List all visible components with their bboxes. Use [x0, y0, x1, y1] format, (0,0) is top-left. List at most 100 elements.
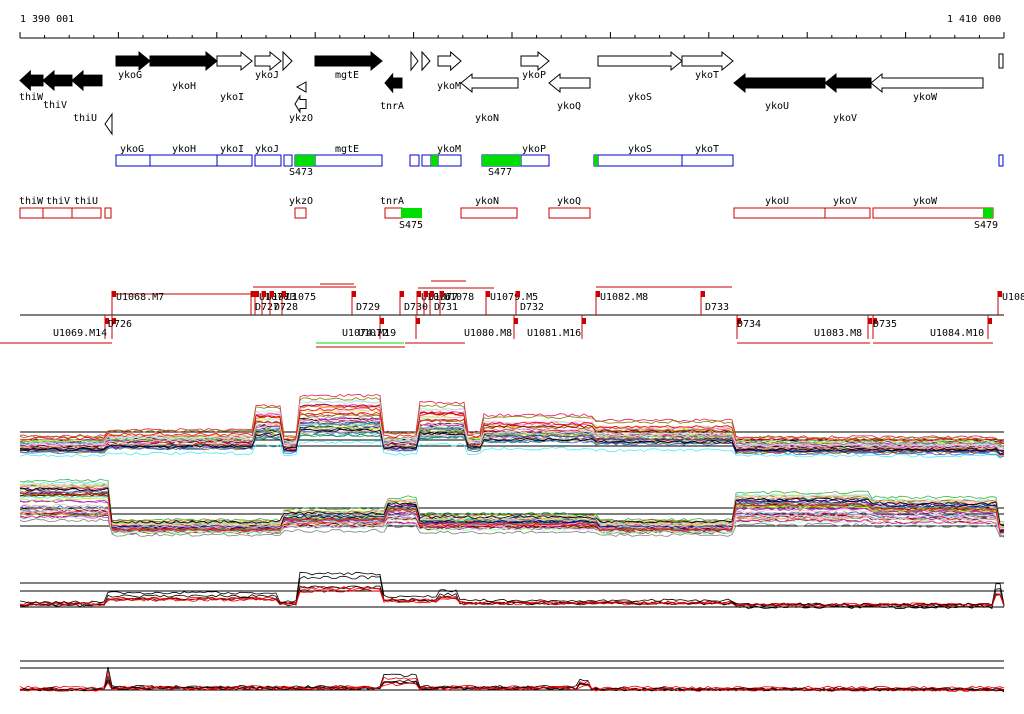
segment-flag-U1069.M14: [105, 318, 109, 324]
gene-arrow-thiU: [71, 69, 103, 92]
segment-label-D730: D730: [404, 302, 428, 313]
segment-flag-D735: [873, 318, 877, 324]
gene-label-ykoI: ykoI: [220, 92, 244, 103]
segment-label-U1080.M8: U1080.M8: [464, 328, 512, 339]
expression-series-line: [19, 681, 1005, 692]
gene-label-ykoP: ykoP: [522, 70, 546, 81]
expression-series-line: [19, 670, 1005, 692]
expression-tracks: [19, 393, 1005, 693]
highlight-region-S475: [401, 208, 422, 218]
minor-feature-arrow: [410, 50, 419, 72]
segment-flag-U108: [998, 291, 1002, 297]
segment-flag-D728: [270, 291, 274, 297]
expression-series-line: [19, 400, 1005, 453]
segment-flag-U1076: [417, 291, 421, 297]
segment-label-U1068.M7: U1068.M7: [116, 292, 164, 303]
forward-block-label-ykoJ: ykoJ: [255, 144, 279, 155]
reverse-block-ykoU: [733, 207, 826, 219]
forward-block-ykoJ: [254, 154, 282, 167]
minor-feature-arrow: [282, 50, 293, 72]
segment-flag-U1074.M19: [416, 318, 420, 324]
gene-label-ykzO: ykzO: [289, 113, 313, 124]
gene-arrow-ykzO: [294, 94, 307, 114]
gene-label-ykoH: ykoH: [172, 81, 196, 92]
gene-arrow-ykoU: [733, 72, 826, 94]
expression-series-line: [19, 440, 1005, 459]
expression-track-2: [19, 478, 1005, 538]
forward-block-label-ykoP: ykoP: [522, 144, 546, 155]
segment-flag-D732: [516, 291, 520, 297]
gene-label-ykoQ: ykoQ: [557, 101, 581, 112]
minor-feature-arrow: [104, 112, 113, 136]
segment-label-D733: D733: [705, 302, 729, 313]
segment-flag-U1075: [282, 291, 286, 297]
summary-track-2: [19, 660, 1005, 693]
forward-block-mgtE: [314, 154, 383, 167]
highlight-label-S479: S479: [974, 220, 998, 231]
segment-label-U1083.M8: U1083.M8: [814, 328, 862, 339]
highlight-region-minor: [594, 155, 598, 166]
segment-flag-U1081.M16: [582, 318, 586, 324]
gene-arrow-ykoP: [520, 50, 550, 72]
reverse-block-label-ykzO: ykzO: [289, 196, 313, 207]
forward-block-minor: [283, 154, 293, 167]
highlight-label-S477: S477: [488, 167, 512, 178]
forward-block-label-ykoI: ykoI: [220, 144, 244, 155]
segment-label-U1076: U1076: [421, 292, 451, 303]
gene-arrow-ykoM: [437, 50, 462, 72]
reverse-block-label-tnrA: tnrA: [380, 196, 404, 207]
gene-label-ykoG: ykoG: [118, 70, 142, 81]
ruler-end-label: 1 410 000: [947, 14, 1001, 25]
forward-block-ykoT: [681, 154, 734, 167]
forward-block-minor: [421, 154, 432, 167]
gene-label-thiW: thiW: [19, 92, 44, 103]
segment-label-D729: D729: [356, 302, 380, 313]
segment-flag-U1073: [262, 291, 266, 297]
highlight-label-S475: S475: [399, 220, 423, 231]
segment-label-D735: D735: [873, 319, 897, 330]
segment-flag-U1083.M8: [868, 318, 872, 324]
expression-series-line: [19, 484, 1005, 530]
forward-block-ykoG: [115, 154, 151, 167]
reverse-block-label-ykoW: ykoW: [913, 196, 938, 207]
segment-flag-U1070: [255, 291, 259, 297]
segment-label-U1074.M19: U1074.M19: [342, 328, 396, 339]
gene-label-ykoM: ykoM: [437, 81, 461, 92]
reverse-block-ykzO: [294, 207, 307, 219]
segment-label-U1082.M8: U1082.M8: [600, 292, 648, 303]
gene-label-mgtE: mgtE: [335, 70, 359, 81]
gene-arrow-ykoS: [597, 50, 683, 72]
gene-label-ykoS: ykoS: [628, 92, 652, 103]
segment-flag-D731: [430, 291, 434, 297]
segment-label-U1069.M14: U1069.M14: [53, 328, 107, 339]
reverse-block-label-ykoV: ykoV: [833, 196, 857, 207]
segment-label-D731: D731: [434, 302, 458, 313]
reverse-block-thiV: [42, 207, 73, 219]
highlight-region-S473: [295, 155, 315, 166]
expression-series-line: [19, 575, 1005, 610]
expression-series-line: [19, 478, 1005, 523]
segment-label-D728: D728: [274, 302, 298, 313]
expression-series-line: [19, 483, 1005, 528]
segment-label-U1077: U1077: [428, 292, 458, 303]
expression-series-line: [19, 571, 1005, 607]
reverse-block-thiU: [71, 207, 102, 219]
gene-arrow-ykoG: [115, 50, 151, 72]
gene-arrow-mgtE: [314, 50, 383, 72]
gene-label-ykoV: ykoV: [833, 113, 857, 124]
segment-label-U1075: U1075: [286, 292, 316, 303]
forward-block-ykoM: [437, 154, 462, 167]
forward-block-label-mgtE: mgtE: [335, 144, 359, 155]
forward-block-label-ykoM: ykoM: [437, 144, 461, 155]
forward-block-label-ykoH: ykoH: [172, 144, 196, 155]
gene-label-thiU: thiU: [73, 113, 97, 124]
expression-series-line: [19, 588, 1005, 608]
minor-feature-arrow: [421, 50, 431, 72]
segment-flag-D734: [737, 318, 741, 324]
gene-arrow-ykoQ: [548, 72, 591, 94]
forward-block-label-ykoG: ykoG: [120, 144, 144, 155]
reverse-block-label-thiW: thiW: [19, 196, 44, 207]
